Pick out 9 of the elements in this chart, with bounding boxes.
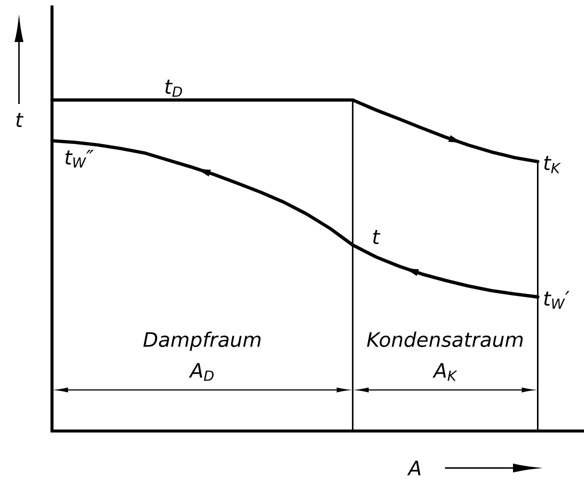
annotation: t$_{W}$′ xyxy=(544,291,570,309)
annotation: t$_{K}$ xyxy=(544,156,561,174)
x-axis-title: A xyxy=(407,460,420,476)
annotation: t xyxy=(373,230,380,244)
y-axis-title: t xyxy=(16,113,24,127)
text: t$_{D}$ xyxy=(165,80,182,97)
annotation: Dampfraum A$_{D}$ xyxy=(143,332,261,381)
annotation: Kondensatraum A$_{K}$ xyxy=(366,332,523,381)
annotation: t$_{W}$″ xyxy=(65,150,94,168)
